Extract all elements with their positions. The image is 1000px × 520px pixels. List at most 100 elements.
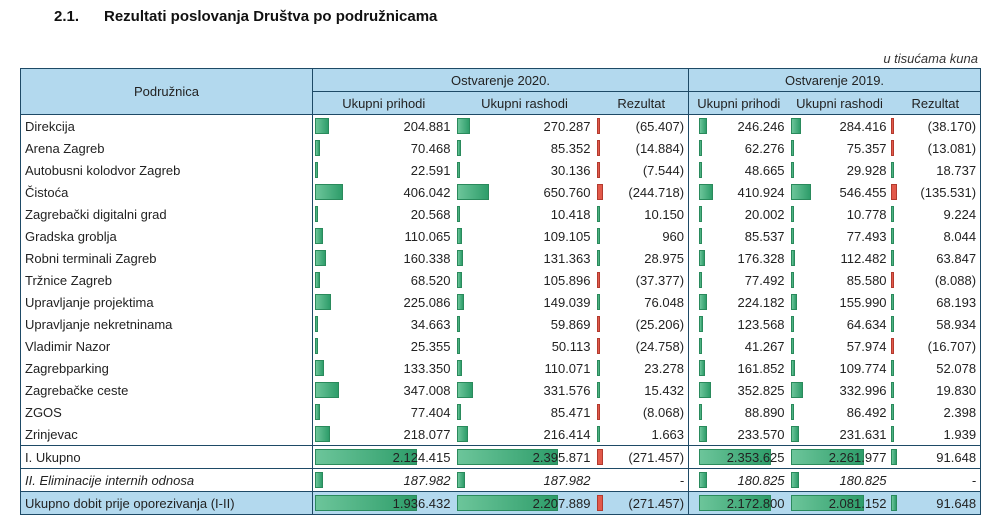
cell-e20: 331.576 xyxy=(455,379,595,401)
value-bar xyxy=(456,382,473,398)
cell-value: 2.081.152 xyxy=(828,495,887,511)
value-bar xyxy=(315,472,323,488)
section-title: Rezultati poslovanja Društva po podružni… xyxy=(104,8,438,25)
cell-r19: 9.224 xyxy=(890,203,981,225)
cell-r19: 91.648 xyxy=(890,445,981,469)
branch-name: ZGOS xyxy=(25,404,62,420)
value-bar xyxy=(890,360,894,376)
cell-value: 91.648 xyxy=(936,495,977,511)
cell-value: 58.934 xyxy=(936,316,977,332)
value-bar xyxy=(699,184,714,200)
branch-name: II. Eliminacije internih odnosa xyxy=(25,472,195,488)
value-bar xyxy=(315,184,343,200)
value-bar xyxy=(790,382,803,398)
cell-i20: 2.124.415 xyxy=(312,445,455,469)
cell-e19: 85.580 xyxy=(789,269,891,291)
branch-name: Čistoća xyxy=(25,184,69,200)
cell-i19: 233.570 xyxy=(688,423,789,446)
cell-i19: 176.328 xyxy=(688,247,789,269)
branch-name: Zagrebački digitalni grad xyxy=(25,206,167,222)
cell-i19: 41.267 xyxy=(688,335,789,357)
value-bar xyxy=(790,228,794,244)
cell-value: 110.071 xyxy=(544,360,591,376)
cell-value: (271.457) xyxy=(628,495,685,511)
value-bar xyxy=(790,162,794,178)
cell-value: 231.631 xyxy=(839,426,887,442)
cell-value: 77.404 xyxy=(410,404,451,420)
value-bar xyxy=(315,495,417,511)
branch-name: Zagrebparking xyxy=(25,360,109,376)
value-bar xyxy=(699,472,708,488)
value-bar xyxy=(790,449,864,465)
cell-r19: 63.847 xyxy=(890,247,981,269)
value-bar xyxy=(699,426,708,442)
value-bar xyxy=(315,140,320,156)
cell-value: (16.707) xyxy=(927,338,977,354)
cell-e20: 30.136 xyxy=(455,159,595,181)
cell-r20: 23.278 xyxy=(595,357,689,379)
cell-value: 85.471 xyxy=(550,404,591,420)
cell-value: 160.338 xyxy=(403,250,451,266)
value-bar xyxy=(790,426,799,442)
cell-r19: (38.170) xyxy=(890,115,981,138)
elim-row: II. Eliminacije internih odnosa 187.982 18… xyxy=(21,468,981,492)
value-bar xyxy=(790,140,794,156)
cell-e19: 180.825 xyxy=(789,469,891,492)
value-bar xyxy=(456,472,465,488)
cell-value: 2.261.977 xyxy=(828,449,887,465)
branch-name: Upravljanje nekretninama xyxy=(25,316,173,332)
value-bar xyxy=(790,472,799,488)
cell-value: 109.105 xyxy=(543,228,591,244)
cell-i19: 352.825 xyxy=(688,379,789,401)
cell-r19: 2.398 xyxy=(890,401,981,423)
cell-value: 85.580 xyxy=(846,272,887,288)
value-bar xyxy=(456,495,558,511)
cell-value: 180.825 xyxy=(839,472,887,488)
cell-r19: 18.737 xyxy=(890,159,981,181)
cell-value: 50.113 xyxy=(551,338,591,354)
value-bar xyxy=(456,228,462,244)
value-bar xyxy=(699,404,703,420)
value-bar xyxy=(890,118,894,134)
cell-e19: 112.482 xyxy=(789,247,891,269)
cell-r20: 76.048 xyxy=(595,291,689,313)
cell-r19: 52.078 xyxy=(890,357,981,379)
value-bar xyxy=(890,272,894,288)
cell-e19: 2.261.977 xyxy=(788,445,891,469)
cell-value: 180.825 xyxy=(737,472,785,488)
cell-e19: 57.974 xyxy=(789,335,891,357)
value-bar xyxy=(790,404,794,420)
cell-value: 25.355 xyxy=(410,338,451,354)
cell-value: (25.206) xyxy=(635,316,685,332)
cell-value: 77.492 xyxy=(744,272,785,288)
table-row: Upravljanje projektima 225.086 149.039 76.0… xyxy=(21,291,981,313)
value-bar xyxy=(890,140,894,156)
cell-value: 86.492 xyxy=(846,404,887,420)
cell-value: 59.869 xyxy=(550,316,591,332)
value-bar xyxy=(315,272,320,288)
cell-value: 85.537 xyxy=(744,228,785,244)
cell-i19: 77.492 xyxy=(688,269,789,291)
cell-r20: (244.718) xyxy=(595,181,689,203)
cell-value: (7.544) xyxy=(642,162,685,178)
branch-name: Arena Zagreb xyxy=(25,140,105,156)
value-bar xyxy=(596,426,600,442)
value-bar xyxy=(315,228,323,244)
table-row: Zrinjevac 218.077 216.414 1.663 233.570 231.6… xyxy=(21,423,981,446)
cell-value: 20.002 xyxy=(744,206,785,222)
cell-e19: 75.357 xyxy=(789,137,891,159)
cell-value: 85.352 xyxy=(550,140,591,156)
table-row: Gradska groblja 110.065 109.105 960 85.537 77… xyxy=(21,225,981,247)
cell-value: 41.267 xyxy=(744,338,785,354)
value-bar xyxy=(890,162,894,178)
cell-i20: 110.065 xyxy=(312,225,455,247)
value-bar xyxy=(456,294,464,310)
cell-i19: 85.537 xyxy=(688,225,789,247)
cell-e20: 216.414 xyxy=(455,423,595,446)
value-bar xyxy=(596,495,603,511)
cell-r20: (37.377) xyxy=(595,269,689,291)
column-header-expense-2020: Ukupni rashodi xyxy=(454,91,595,115)
section-heading: 2.1. Rezultati poslovanja Društva po podr… xyxy=(54,8,437,25)
cell-value: 650.760 xyxy=(543,184,591,200)
value-bar xyxy=(790,206,794,222)
